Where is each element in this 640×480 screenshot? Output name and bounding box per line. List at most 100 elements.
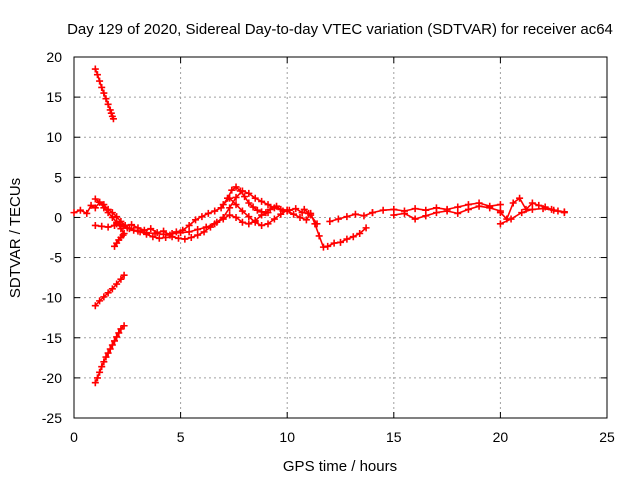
data-point-marker	[360, 212, 368, 220]
data-series	[70, 65, 568, 387]
y-tick-label: -5	[50, 250, 63, 266]
series-trace	[73, 186, 310, 236]
data-point-marker	[302, 216, 310, 224]
data-point-marker	[104, 100, 112, 108]
data-point-marker	[343, 235, 351, 243]
data-point-marker	[264, 209, 272, 217]
data-point-marker	[509, 199, 517, 207]
data-point-marker	[113, 333, 121, 341]
y-tick-label: 0	[54, 209, 62, 225]
data-point-marker	[290, 210, 298, 218]
data-point-marker	[516, 194, 524, 202]
data-point-marker	[296, 213, 304, 221]
x-tick-label: 0	[70, 429, 78, 445]
data-point-marker	[93, 71, 101, 79]
data-point-marker	[251, 194, 259, 202]
data-point-marker	[83, 209, 91, 217]
data-point-marker	[130, 226, 138, 234]
series-arc-1	[91, 65, 117, 123]
data-point-marker	[496, 220, 504, 228]
data-point-marker	[91, 65, 99, 73]
data-point-marker	[219, 201, 227, 209]
data-point-marker	[211, 207, 219, 215]
y-axis-label: SDTVAR / TECUs	[7, 178, 24, 298]
data-point-marker	[349, 233, 357, 241]
data-point-marker	[108, 341, 116, 349]
data-point-marker	[113, 218, 121, 226]
data-point-marker	[337, 238, 344, 246]
data-point-marker	[115, 329, 123, 337]
data-point-marker	[108, 285, 116, 293]
series-arc-7	[219, 194, 291, 229]
data-point-marker	[270, 204, 278, 212]
x-tick-label: 20	[493, 429, 509, 445]
data-point-marker	[117, 225, 125, 233]
data-point-marker	[245, 220, 253, 228]
data-point-marker	[258, 211, 266, 219]
data-point-marker	[204, 209, 212, 217]
data-point-marker	[238, 187, 246, 195]
data-point-marker	[111, 337, 119, 345]
data-point-marker	[232, 201, 240, 209]
data-point-marker	[232, 193, 240, 201]
data-point-marker	[107, 109, 115, 117]
data-point-marker	[258, 197, 266, 205]
data-point-marker	[270, 215, 278, 223]
data-point-marker	[155, 234, 163, 242]
x-tick-label: 5	[177, 429, 185, 445]
data-point-marker	[249, 203, 257, 211]
data-point-marker	[185, 228, 193, 236]
data-point-marker	[123, 224, 131, 232]
data-point-marker	[174, 234, 182, 242]
series-arc-16	[496, 205, 568, 228]
data-point-marker	[128, 221, 136, 229]
data-point-marker	[264, 220, 272, 228]
data-point-marker	[104, 289, 112, 297]
data-point-marker	[187, 234, 195, 241]
data-point-marker	[96, 77, 104, 85]
data-point-marker	[185, 221, 193, 229]
data-point-marker	[102, 353, 110, 361]
data-point-marker	[411, 205, 419, 213]
data-point-marker	[496, 201, 504, 209]
data-point-marker	[113, 280, 121, 288]
y-tick-label: -20	[42, 370, 62, 386]
data-point-marker	[119, 231, 127, 239]
data-point-marker	[226, 211, 234, 219]
data-point-marker	[100, 358, 108, 366]
data-point-marker	[422, 212, 430, 220]
data-point-marker	[253, 206, 261, 214]
data-point-marker	[245, 199, 253, 207]
x-tick-label: 15	[386, 429, 402, 445]
data-point-marker	[528, 205, 536, 213]
data-point-marker	[117, 325, 125, 333]
data-point-marker	[379, 206, 387, 214]
y-tick-label: -10	[42, 290, 62, 306]
data-point-marker	[326, 217, 334, 225]
data-point-marker	[232, 183, 240, 191]
y-tick-label: 5	[54, 169, 62, 185]
series-arc-11	[300, 205, 321, 228]
data-point-marker	[486, 204, 494, 212]
series-trace	[328, 211, 374, 223]
data-point-marker	[343, 213, 351, 221]
data-point-marker	[324, 242, 332, 250]
y-tick-label: 10	[46, 129, 62, 145]
series-arc-2	[91, 271, 128, 310]
data-point-marker	[98, 222, 106, 230]
data-point-marker	[200, 228, 208, 236]
plot-frame	[73, 56, 608, 419]
axis-ticks: 0 5 10 15 20 25 -25 -20 -15 -10 -5 0 5 10 15 20	[42, 49, 615, 445]
data-point-marker	[106, 345, 114, 353]
series-arc-3	[91, 322, 128, 387]
data-point-marker	[91, 302, 99, 310]
y-tick-label: -25	[42, 410, 62, 426]
data-point-marker	[181, 235, 189, 243]
data-point-marker	[108, 213, 116, 221]
data-point-marker	[104, 349, 112, 357]
data-point-marker	[560, 209, 568, 217]
data-point-marker	[277, 210, 285, 218]
data-point-marker	[362, 224, 370, 232]
data-point-marker	[245, 189, 253, 197]
